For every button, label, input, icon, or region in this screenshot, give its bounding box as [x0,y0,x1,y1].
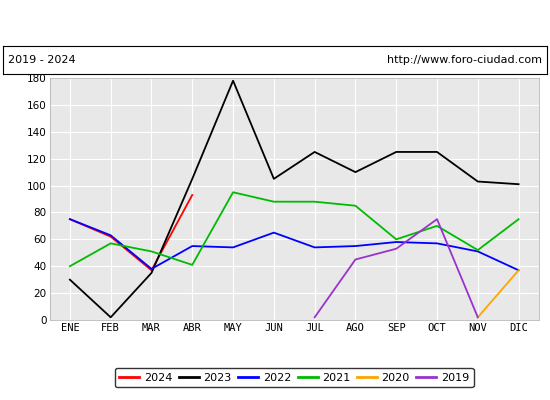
Text: 2019 - 2024: 2019 - 2024 [8,55,76,65]
Text: Evolucion Nº Turistas Extranjeros en el municipio de Santiso: Evolucion Nº Turistas Extranjeros en el … [13,14,537,32]
Legend: 2024, 2023, 2022, 2021, 2020, 2019: 2024, 2023, 2022, 2021, 2020, 2019 [115,368,474,387]
Text: http://www.foro-ciudad.com: http://www.foro-ciudad.com [387,55,542,65]
